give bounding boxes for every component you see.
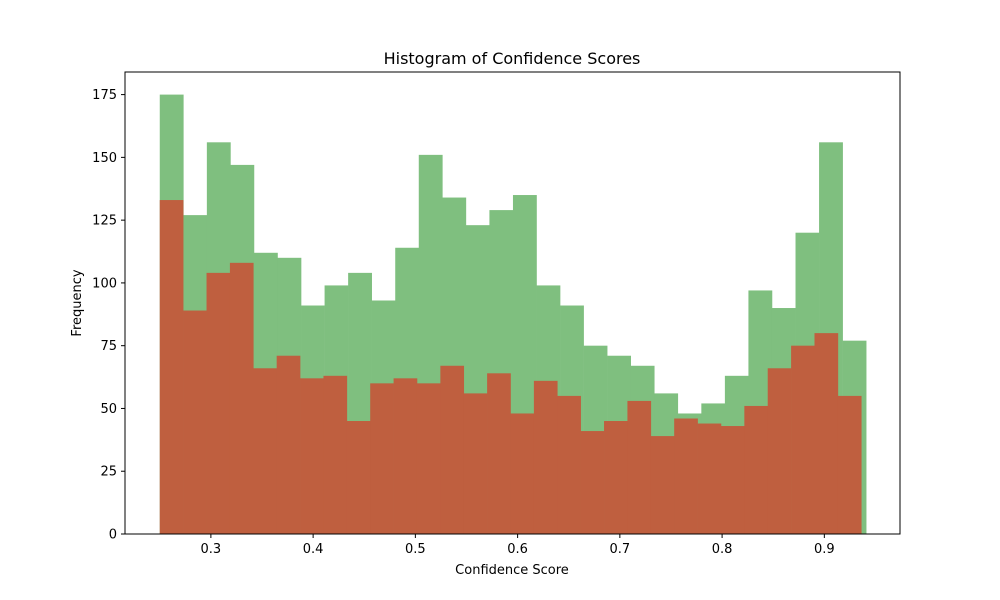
histogram-bar-series2-bin8: [323, 375, 348, 534]
histogram-bar-series2-bin21: [627, 400, 652, 534]
histogram-bar-series2-bin6: [276, 355, 301, 534]
y-tick-label: 100: [92, 276, 117, 291]
y-tick-label: 150: [92, 151, 117, 166]
x-tick-label: 0.9: [814, 542, 835, 557]
histogram-bar-series2-bin2: [183, 310, 207, 534]
x-axis-label: Confidence Score: [455, 563, 569, 578]
chart-title: Histogram of Confidence Scores: [384, 49, 641, 68]
bars-group: [159, 94, 867, 535]
x-tick-label: 0.5: [405, 542, 426, 557]
histogram-bar-series2-bin3: [206, 272, 231, 534]
y-tick-label: 50: [100, 402, 117, 417]
histogram-bar-series2-bin1: [159, 200, 184, 534]
x-axis-ticks: 0.3 0.4 0.5 0.6 0.7 0.8 0.9: [201, 534, 835, 557]
y-tick-label: 75: [100, 339, 117, 354]
histogram-bar-series2-bin5: [253, 368, 277, 534]
x-tick-label: 0.7: [610, 542, 631, 557]
y-tick-label: 0: [109, 528, 117, 543]
x-tick-label: 0.6: [507, 542, 528, 557]
histogram-bar-series2-bin13: [440, 365, 465, 534]
histogram-bar-series2-bin18: [557, 395, 581, 534]
histogram-bar-series2-bin26: [744, 405, 769, 534]
histogram-bar-series2-bin16: [510, 413, 535, 534]
histogram-bar-series2-bin12: [416, 383, 441, 534]
histogram-bar-series2-bin4: [229, 262, 254, 534]
y-tick-label: 125: [92, 214, 117, 229]
histogram-bar-series2-bin9: [346, 421, 371, 534]
histogram-bar-series2-bin30: [837, 395, 862, 534]
histogram-bar-series2-bin22: [650, 436, 675, 534]
plot-frame: [124, 71, 901, 535]
y-axis-ticks: 0 25 50 75 100 125 150 175: [92, 88, 125, 543]
histogram-bar-series2-bin25: [720, 426, 745, 534]
histogram-bar-series2-bin17: [533, 380, 558, 534]
y-tick-label: 175: [92, 88, 117, 103]
histogram-bar-series2-bin24: [697, 423, 722, 534]
y-axis-label: Frequency: [70, 269, 85, 336]
histogram-bar-series2-bin11: [393, 378, 418, 534]
histogram-bar-series2-bin10: [370, 383, 394, 534]
histogram-bar-series2-bin29: [814, 333, 839, 534]
histogram-bar-series2-bin14: [463, 393, 488, 534]
histogram-bar-series2-bin7: [300, 378, 324, 534]
x-tick-label: 0.3: [201, 542, 222, 557]
histogram-bar-series2-bin27: [767, 368, 792, 534]
y-tick-label: 25: [100, 465, 117, 480]
x-tick-label: 0.4: [303, 542, 324, 557]
histogram-bar-series2-bin28: [791, 345, 815, 534]
histogram-bar-series2-bin20: [604, 421, 628, 534]
histogram-bar-series2-bin23: [674, 418, 698, 534]
histogram-bar-series2-bin15: [487, 373, 511, 534]
x-tick-label: 0.8: [712, 542, 733, 557]
histogram-bar-series2-bin19: [580, 431, 605, 534]
